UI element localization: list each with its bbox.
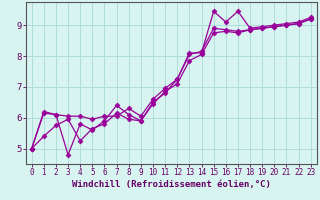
X-axis label: Windchill (Refroidissement éolien,°C): Windchill (Refroidissement éolien,°C): [72, 180, 271, 189]
